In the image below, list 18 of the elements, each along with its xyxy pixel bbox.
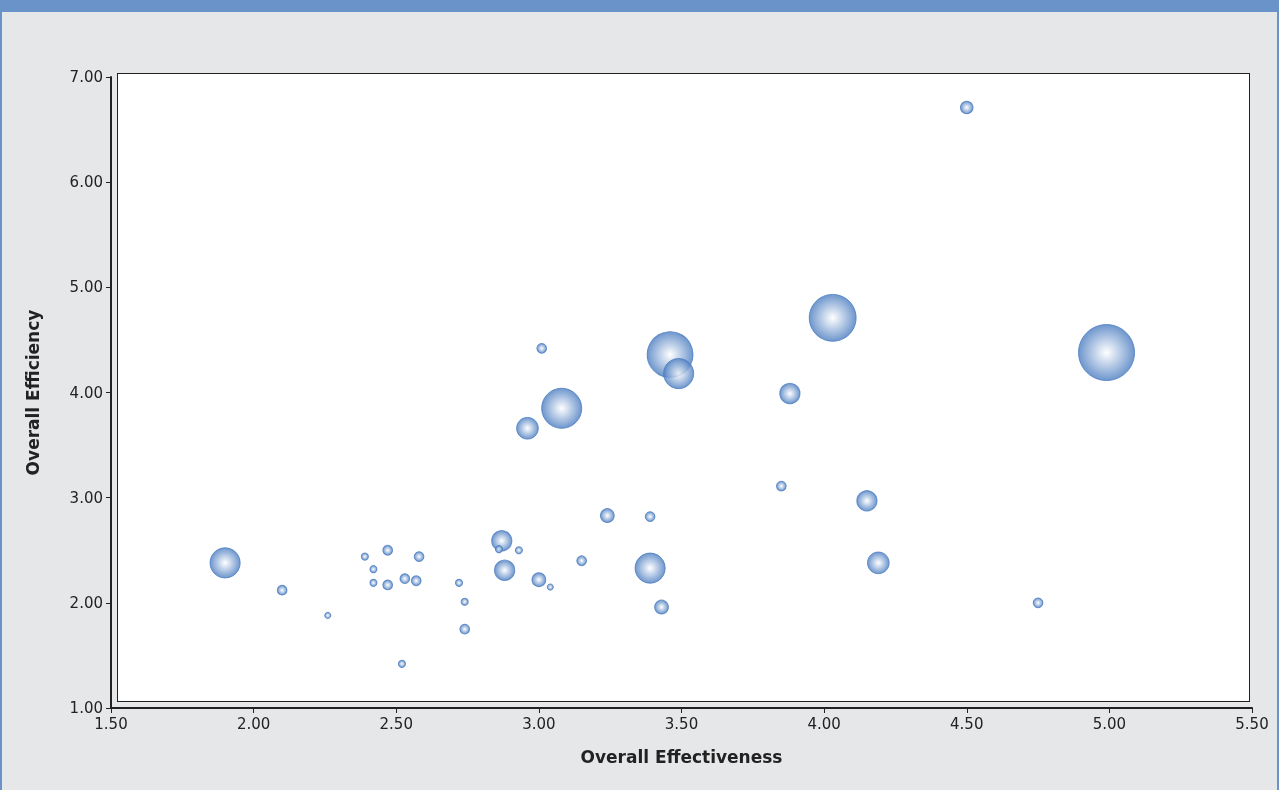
- y-tick-label: 4.00: [69, 383, 103, 402]
- y-tick-label: 3.00: [69, 488, 103, 507]
- y-tick-label: 1.00: [69, 699, 103, 717]
- x-tick-label: 3.50: [664, 714, 699, 733]
- y-tick-label: 6.00: [69, 173, 103, 192]
- y-tick-label: 5.00: [69, 278, 103, 297]
- x-tick-label: 2.50: [379, 714, 413, 733]
- x-tick-label: 5.50: [1235, 714, 1269, 733]
- y-tick-label: 2.00: [69, 593, 103, 612]
- y-axis-title: Overall Efficiency: [22, 309, 43, 476]
- x-tick-label: 3.00: [522, 714, 556, 733]
- x-tick-label: 4.50: [950, 714, 984, 733]
- x-tick-label: 4.00: [807, 714, 841, 733]
- x-axis-title: Overall Effectiveness: [580, 746, 783, 767]
- x-tick-label: 2.00: [236, 714, 271, 733]
- y-tick-label: 7.00: [69, 68, 103, 86]
- x-tick-label: 5.00: [1092, 714, 1127, 733]
- x-tick-label: 1.50: [94, 714, 128, 733]
